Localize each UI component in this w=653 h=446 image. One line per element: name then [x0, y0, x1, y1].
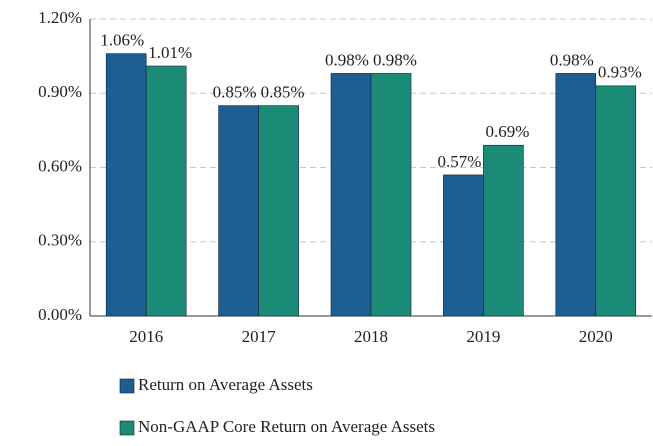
- bar: [258, 105, 299, 317]
- legend-swatch: [119, 378, 135, 394]
- x-tick-label: 2018: [354, 327, 388, 346]
- data-label: 0.85%: [213, 83, 257, 102]
- x-tick-label: 2016: [129, 327, 163, 346]
- legend-label: Return on Average Assets: [138, 375, 313, 394]
- bar: [218, 105, 259, 317]
- data-label: 1.01%: [148, 43, 192, 62]
- data-label: 0.85%: [261, 83, 305, 102]
- bar: [105, 53, 147, 317]
- x-tick-label: 2017: [242, 327, 277, 346]
- data-label: 0.57%: [437, 152, 481, 171]
- data-label: 0.98%: [373, 50, 417, 69]
- bar: [595, 85, 637, 317]
- y-tick-label: 0.30%: [38, 231, 82, 250]
- legend-label: Non-GAAP Core Return on Average Assets: [138, 417, 435, 436]
- bar: [555, 73, 597, 317]
- y-tick-label: 0.90%: [38, 82, 82, 101]
- bar: [483, 144, 524, 317]
- data-label: 0.69%: [485, 122, 529, 141]
- bar: [370, 73, 412, 317]
- data-label: 0.98%: [325, 50, 369, 69]
- bar: [145, 65, 187, 317]
- x-tick-label: 2020: [579, 327, 613, 346]
- x-tick-label: 2019: [466, 327, 500, 346]
- y-tick-label: 1.20%: [38, 8, 82, 27]
- data-label: 0.98%: [550, 50, 594, 69]
- bar: [443, 174, 484, 317]
- bar: [330, 73, 372, 317]
- y-tick-label: 0.60%: [38, 156, 82, 175]
- y-tick-label: 0.00%: [38, 305, 82, 324]
- legend-swatch: [119, 420, 135, 436]
- data-label: 0.93%: [598, 63, 642, 82]
- data-label: 1.06%: [100, 31, 144, 50]
